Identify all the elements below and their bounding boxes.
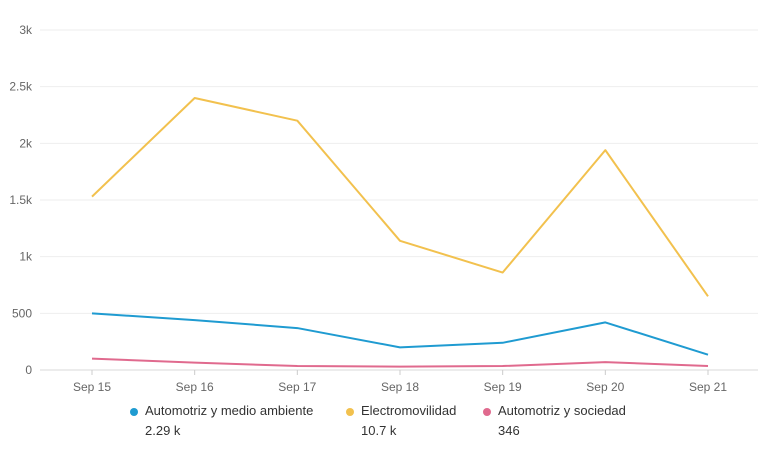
data-point[interactable] (191, 316, 199, 324)
legend: Automotriz y medio ambiente 2.29 k Elect… (0, 402, 763, 452)
data-point[interactable] (601, 358, 609, 366)
series-line-2[interactable] (91, 357, 709, 368)
y-tick-label: 3k (19, 23, 33, 37)
legend-dot-icon (130, 408, 138, 416)
x-tick-label: Sep 21 (689, 380, 727, 394)
series-line-1[interactable] (91, 97, 709, 297)
x-tick-label: Sep 20 (586, 380, 624, 394)
data-point[interactable] (191, 359, 199, 367)
data-point[interactable] (88, 193, 96, 201)
data-point[interactable] (293, 324, 301, 332)
legend-series-total: 346 (498, 423, 520, 438)
data-point[interactable] (396, 343, 404, 351)
data-point[interactable] (601, 318, 609, 326)
data-point[interactable] (704, 351, 712, 359)
y-axis-ticks: 0 500 1k 1.5k 2k 2.5k 3k (9, 23, 33, 377)
series-lines (88, 94, 712, 371)
data-point[interactable] (293, 362, 301, 370)
data-point[interactable] (88, 355, 96, 363)
legend-series-total: 2.29 k (145, 423, 181, 438)
data-point[interactable] (499, 339, 507, 347)
data-point[interactable] (704, 362, 712, 370)
data-point[interactable] (88, 309, 96, 317)
data-point[interactable] (499, 362, 507, 370)
x-tick-label: Sep 15 (73, 380, 111, 394)
data-point[interactable] (601, 146, 609, 154)
x-axis-ticks: Sep 15 Sep 16 Sep 17 Sep 18 Sep 19 Sep 20 Sep … (73, 370, 727, 394)
grid-lines (40, 29, 758, 371)
y-tick-label: 0 (25, 363, 32, 377)
x-tick-label: Sep 17 (278, 380, 316, 394)
legend-series-name: Electromovilidad (361, 403, 457, 418)
data-point[interactable] (191, 94, 199, 102)
y-tick-label: 1.5k (9, 193, 33, 207)
y-tick-label: 2.5k (9, 80, 33, 94)
legend-dot-icon (483, 408, 491, 416)
x-tick-label: Sep 19 (484, 380, 522, 394)
data-point[interactable] (293, 117, 301, 125)
x-tick-label: Sep 16 (176, 380, 214, 394)
y-tick-label: 2k (19, 136, 33, 150)
data-point[interactable] (396, 363, 404, 371)
x-tick-label: Sep 18 (381, 380, 419, 394)
legend-series-name: Automotriz y medio ambiente (145, 403, 314, 418)
data-point[interactable] (704, 292, 712, 300)
y-tick-label: 500 (12, 306, 32, 320)
legend-series-total: 10.7 k (361, 423, 397, 438)
data-point[interactable] (396, 237, 404, 245)
series-line-0[interactable] (91, 312, 709, 356)
y-tick-label: 1k (19, 250, 33, 264)
legend-dot-icon (346, 408, 354, 416)
data-point[interactable] (499, 269, 507, 277)
legend-series-name: Automotriz y sociedad (498, 403, 626, 418)
